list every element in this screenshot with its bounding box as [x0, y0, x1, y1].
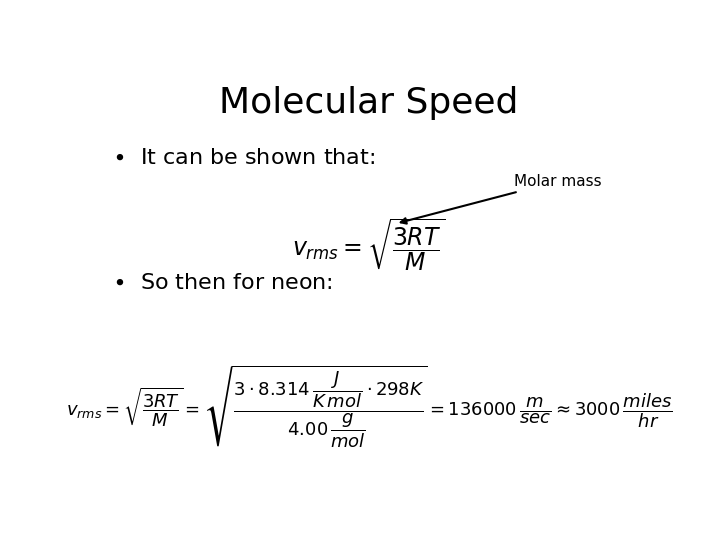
- Text: $v_{rms} = \sqrt{\dfrac{3RT}{M}} = \sqrt{\dfrac{3 \cdot 8.314\,\dfrac{J}{K\,mol}: $v_{rms} = \sqrt{\dfrac{3RT}{M}} = \sqrt…: [66, 364, 672, 450]
- Text: $\bullet$  So then for neon:: $\bullet$ So then for neon:: [112, 273, 333, 293]
- Text: $v_{rms} = \sqrt{\dfrac{3RT}{M}}$: $v_{rms} = \sqrt{\dfrac{3RT}{M}}$: [292, 217, 446, 274]
- Text: Molar mass: Molar mass: [401, 174, 602, 224]
- Text: $\bullet$  It can be shown that:: $\bullet$ It can be shown that:: [112, 148, 375, 168]
- Text: Molecular Speed: Molecular Speed: [220, 85, 518, 119]
